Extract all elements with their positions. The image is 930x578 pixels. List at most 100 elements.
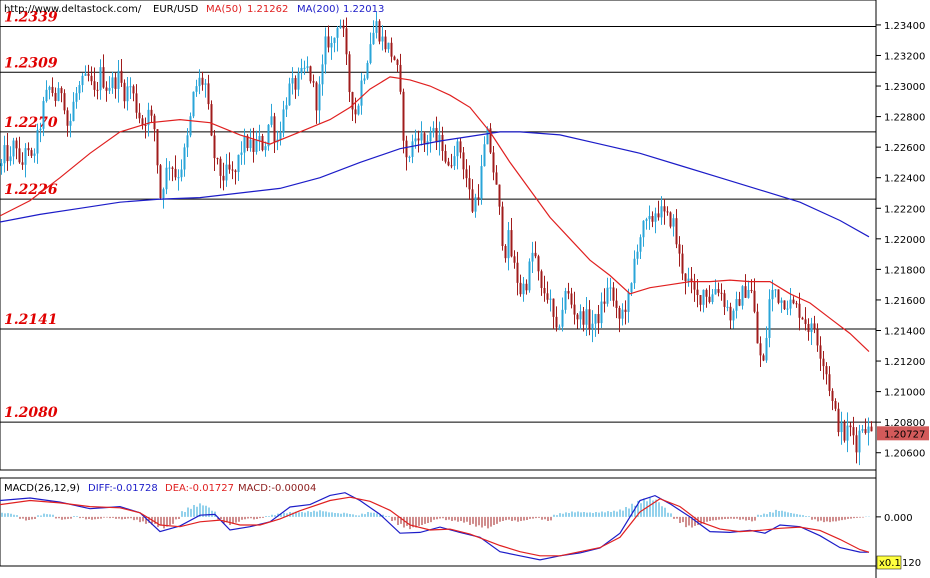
macd-indicator: 0.000 x0.1 120 xyxy=(0,492,921,570)
candle-body xyxy=(261,136,264,151)
candle-body xyxy=(381,36,384,42)
price-tick-label: 1.22600 xyxy=(884,143,925,154)
candle-body xyxy=(615,300,618,308)
candle-body xyxy=(771,289,774,300)
candle-body xyxy=(504,245,507,259)
candle-body xyxy=(132,86,135,94)
candle-body xyxy=(387,42,390,50)
candle-body xyxy=(414,138,417,142)
candle-body xyxy=(339,25,342,29)
level-label: 1.2270 xyxy=(4,115,58,131)
candle-body xyxy=(768,299,771,338)
candle-body xyxy=(63,93,66,111)
candle-body xyxy=(264,146,267,151)
candle-body xyxy=(744,286,747,298)
candle-body xyxy=(3,145,6,164)
ma200-line xyxy=(0,131,870,238)
candle-body xyxy=(627,292,630,312)
candle-body xyxy=(732,310,735,321)
horizontal-levels: 1.2339 1.2309 1.2270 1.2226 1.2141 1.2080 xyxy=(0,9,876,423)
candle-body xyxy=(6,145,9,162)
candle-body xyxy=(630,283,633,293)
candle-body xyxy=(618,307,621,319)
candle-body xyxy=(123,82,126,102)
candle-body xyxy=(870,426,873,432)
candle-body xyxy=(834,401,837,409)
candle-body xyxy=(756,311,759,344)
candle-body xyxy=(717,289,720,293)
price-tick-label: 1.22400 xyxy=(884,174,925,185)
candle-body xyxy=(165,167,168,190)
candle-body xyxy=(405,140,408,158)
candle-body xyxy=(315,82,318,111)
candle-body xyxy=(225,164,228,181)
candle-body xyxy=(795,303,798,305)
candle-body xyxy=(450,165,453,167)
candle-body xyxy=(780,300,783,303)
candle-body xyxy=(765,337,768,361)
last-price-label: 1.20727 xyxy=(884,429,925,440)
candle-body xyxy=(690,278,693,282)
candle-body xyxy=(0,163,3,167)
candle-body xyxy=(84,73,87,76)
candle-body xyxy=(510,230,513,257)
price-tick-label: 1.21400 xyxy=(884,326,925,337)
candle-body xyxy=(345,28,348,55)
macd-diff-label: DIFF:-0.01728 xyxy=(88,483,158,494)
candle-body xyxy=(159,165,162,199)
candle-body xyxy=(597,314,600,324)
candle-body xyxy=(210,104,213,136)
candle-body xyxy=(546,293,549,300)
candle-body xyxy=(861,429,864,431)
candle-body xyxy=(39,128,42,131)
candle-body xyxy=(636,251,639,259)
candle-body xyxy=(681,253,684,274)
candle-body xyxy=(486,128,489,145)
candle-body xyxy=(678,244,681,254)
candle-body xyxy=(432,127,435,133)
candle-body xyxy=(36,130,39,154)
candle-body xyxy=(669,212,672,227)
candle-body xyxy=(435,127,438,143)
candle-body xyxy=(18,148,21,163)
header-ma50-value: 1.21262 xyxy=(247,4,288,15)
candle-body xyxy=(453,156,456,166)
candle-body xyxy=(708,296,711,303)
candle-body xyxy=(483,144,486,167)
candle-body xyxy=(255,140,258,152)
candle-body xyxy=(147,109,150,126)
candle-body xyxy=(33,153,36,156)
candle-body xyxy=(93,81,96,90)
candle-body xyxy=(42,101,45,129)
candle-body xyxy=(531,252,534,262)
candle-body xyxy=(729,306,732,321)
candle-body xyxy=(471,189,474,212)
candle-body xyxy=(330,42,333,48)
candle-body xyxy=(579,311,582,320)
candle-body xyxy=(843,422,846,441)
candle-body xyxy=(573,304,576,315)
candle-body xyxy=(273,116,276,143)
candle-body xyxy=(384,36,387,50)
candle-body xyxy=(207,83,210,105)
candle-body xyxy=(465,169,468,179)
candle-body xyxy=(357,105,360,115)
candle-body xyxy=(522,283,525,295)
candle-body xyxy=(24,148,27,165)
candle-body xyxy=(537,256,540,272)
level-label: 1.2141 xyxy=(4,312,58,328)
macd-dea-label: DEA:-0.01727 xyxy=(165,483,234,494)
candle-body xyxy=(420,133,423,141)
candle-body xyxy=(501,206,504,246)
candle-body xyxy=(81,75,84,86)
candle-body xyxy=(549,298,552,300)
candle-body xyxy=(117,70,120,89)
candle-body xyxy=(258,136,261,141)
candle-body xyxy=(813,323,816,330)
candle-body xyxy=(297,73,300,90)
candle-body xyxy=(213,135,216,159)
candle-body xyxy=(516,262,519,283)
candle-body xyxy=(171,167,174,169)
candle-body xyxy=(285,105,288,110)
